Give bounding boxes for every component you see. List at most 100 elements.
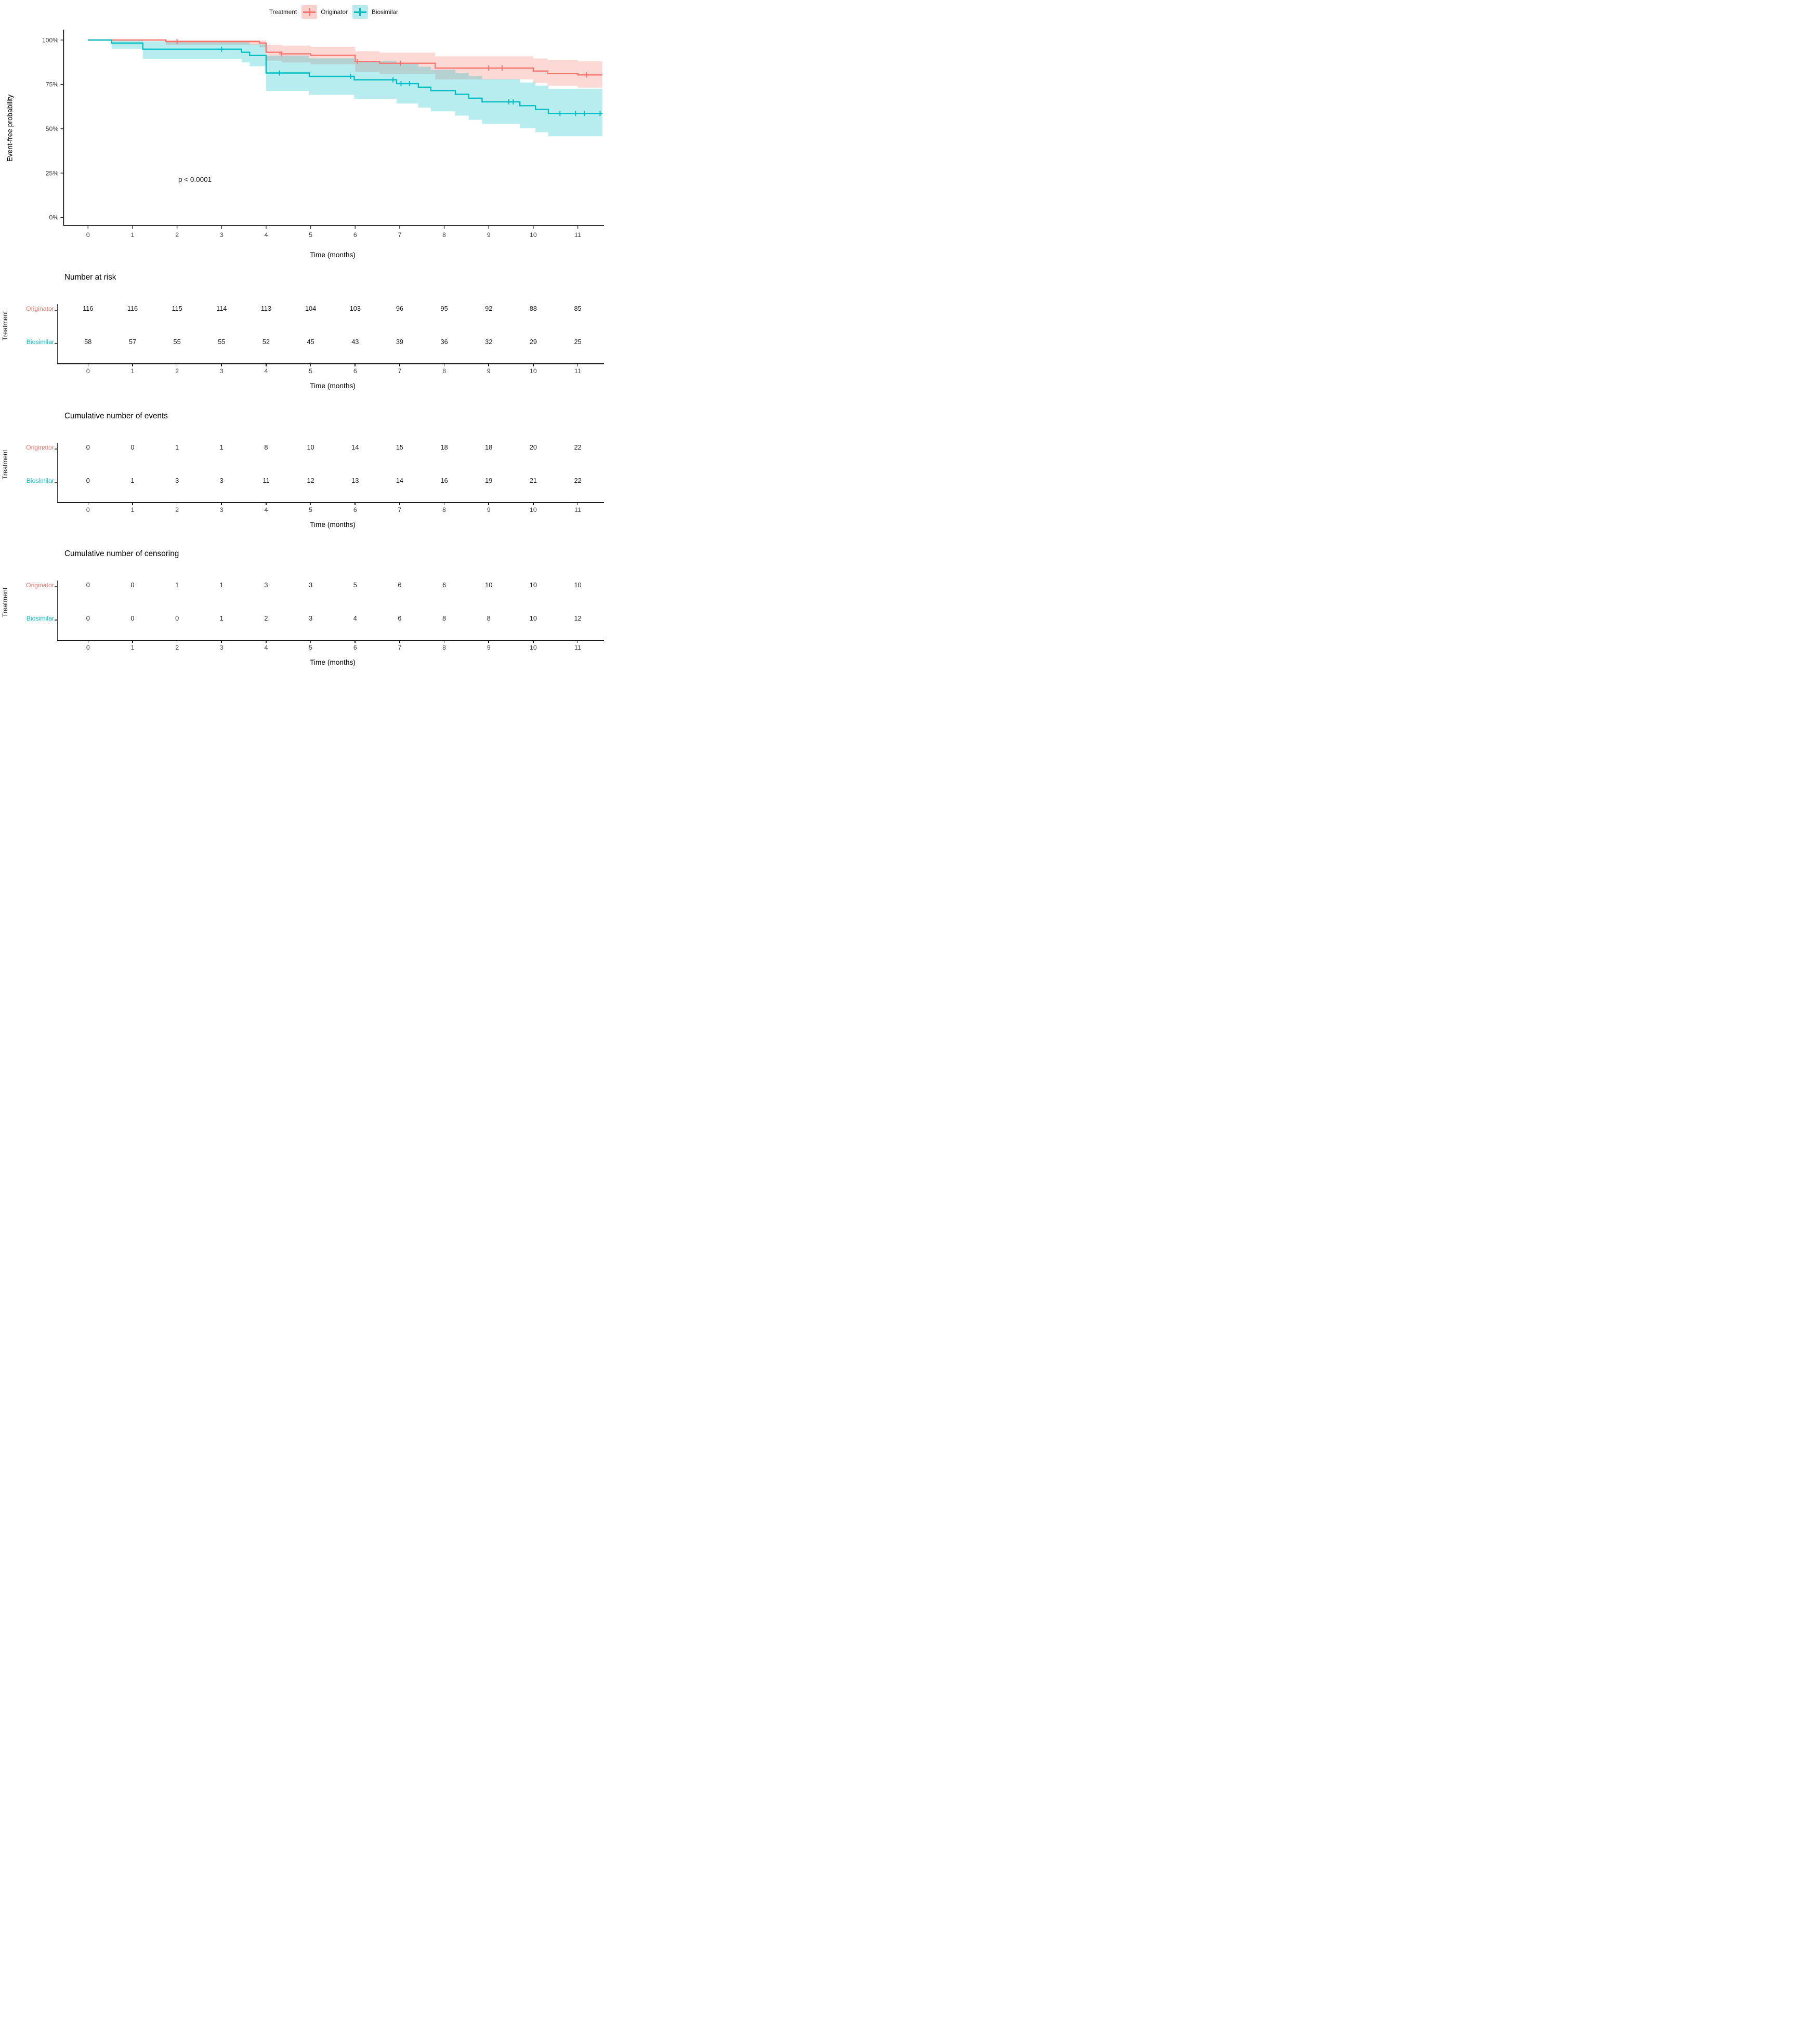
table-x-tick-label: 3 (219, 367, 224, 375)
table-value: 8 (487, 615, 491, 622)
table-value: 20 (529, 444, 537, 451)
table-x-tick (266, 640, 267, 643)
table-value: 116 (83, 305, 94, 312)
legend-label-originator: Originator (321, 8, 348, 16)
table-value: 113 (260, 305, 272, 312)
table-value: 55 (173, 338, 181, 346)
table-x-tick-label: 7 (398, 367, 402, 375)
table-value: 0 (86, 477, 90, 484)
table-x-tick (87, 363, 89, 366)
table-x-tick (533, 502, 534, 505)
table-x-tick-label: 11 (574, 644, 581, 651)
table-x-tick (310, 502, 311, 505)
table-x-tick-label: 6 (353, 367, 357, 375)
table-value: 39 (396, 338, 403, 346)
table-value: 0 (130, 582, 135, 589)
table-value: 45 (307, 338, 314, 346)
table-x-tick-label: 9 (487, 367, 491, 375)
table-x-tick-label: 0 (86, 367, 90, 375)
table-value: 3 (264, 582, 268, 589)
row-label: Biosimilar (26, 338, 54, 346)
y-axis-label: Event-free probability (6, 94, 14, 162)
cumulative-censoring-table: Cumulative number of censoring Treatment… (0, 549, 604, 674)
table-x-tick (87, 502, 89, 505)
table-value: 115 (172, 305, 182, 312)
legend-label-biosimilar: Biosimilar (371, 8, 399, 16)
table-x-tick-label: 0 (86, 506, 90, 513)
table-x-tick (221, 502, 222, 505)
table-x-tick (577, 363, 579, 366)
table-x-tick-label: 9 (487, 644, 491, 651)
table-value: 1 (219, 582, 224, 589)
table-x-tick-label: 5 (309, 506, 313, 513)
row-label: Biosimilar (26, 477, 54, 484)
table-x-tick-label: 4 (264, 367, 268, 375)
table-value: 3 (309, 582, 313, 589)
table-value: 0 (86, 444, 90, 451)
biosimilar-key-icon (352, 5, 368, 19)
table-value: 18 (485, 444, 493, 451)
row-tick (54, 482, 58, 483)
table-value: 55 (218, 338, 226, 346)
table-x-tick (443, 502, 445, 505)
table-x-axis-label: Time (months) (310, 658, 356, 666)
table-value: 85 (574, 305, 582, 312)
table-x-tick (488, 640, 490, 643)
table-x-tick-label: 6 (353, 506, 357, 513)
table-x-tick (221, 363, 222, 366)
table-row-biosimilar: Biosimilar 58 57 55 55 52 45 43 39 36 32 29 25 (0, 338, 604, 349)
row-label: Originator (26, 305, 54, 312)
x-tick-label: 10 (530, 231, 537, 239)
table-value: 43 (351, 338, 359, 346)
x-tick-label: 9 (487, 231, 491, 239)
row-tick (54, 449, 58, 450)
table-x-tick (488, 363, 490, 366)
table-value: 1 (219, 444, 224, 451)
table-value: 6 (442, 582, 447, 589)
table-value: 10 (485, 582, 493, 589)
table-value: 6 (398, 615, 402, 622)
x-tick-label: 6 (353, 231, 357, 239)
table-value: 1 (175, 444, 179, 451)
table-x-tick-label: 2 (175, 367, 179, 375)
table-x-tick (443, 640, 445, 643)
table-x-tick-label: 9 (487, 506, 491, 513)
table-value: 10 (529, 582, 537, 589)
table-value: 58 (84, 338, 92, 346)
table-value: 8 (442, 615, 447, 622)
table-x-tick (443, 363, 445, 366)
table-value: 25 (574, 338, 582, 346)
table-value: 0 (86, 615, 90, 622)
table-y-axis-label: Treatment (2, 587, 9, 617)
table-value: 1 (219, 615, 224, 622)
x-tick-label: 3 (220, 231, 224, 239)
table-x-tick (87, 640, 89, 643)
km-plot-svg: 100% 75% 50% 25% 0% 0 1 2 3 4 5 6 7 8 9 10 11 (42, 30, 604, 239)
table-x-tick (577, 640, 579, 643)
table-x-tick (310, 640, 311, 643)
y-tick-label: 100% (42, 36, 59, 44)
y-tick-label: 25% (46, 169, 59, 177)
table-value: 12 (574, 615, 582, 622)
x-tick-label: 4 (265, 231, 268, 239)
table-x-tick-label: 1 (130, 644, 135, 651)
table-value: 52 (262, 338, 270, 346)
table-x-tick-label: 8 (442, 367, 446, 375)
x-tick-label: 1 (131, 231, 135, 239)
row-tick (54, 343, 58, 344)
row-label: Biosimilar (26, 615, 54, 622)
table-value: 92 (485, 305, 493, 312)
table-x-tick (354, 640, 356, 643)
table-row-biosimilar: Biosimilar 0 0 0 1 2 3 4 6 8 8 10 12 (0, 615, 604, 625)
table-x-tick-label: 4 (264, 644, 268, 651)
x-tick-label: 2 (175, 231, 179, 239)
table-value: 11 (262, 477, 270, 484)
table-x-tick-label: 2 (175, 506, 179, 513)
table-x-tick-label: 8 (442, 506, 446, 513)
km-figure: Treatment Originator Biosimilar 100% 75% 5… (0, 0, 604, 681)
y-tick-label: 75% (46, 81, 59, 88)
row-tick (54, 310, 58, 311)
table-y-axis-line (57, 581, 58, 640)
table-x-tick-label: 2 (175, 644, 179, 651)
table-value: 0 (86, 582, 90, 589)
